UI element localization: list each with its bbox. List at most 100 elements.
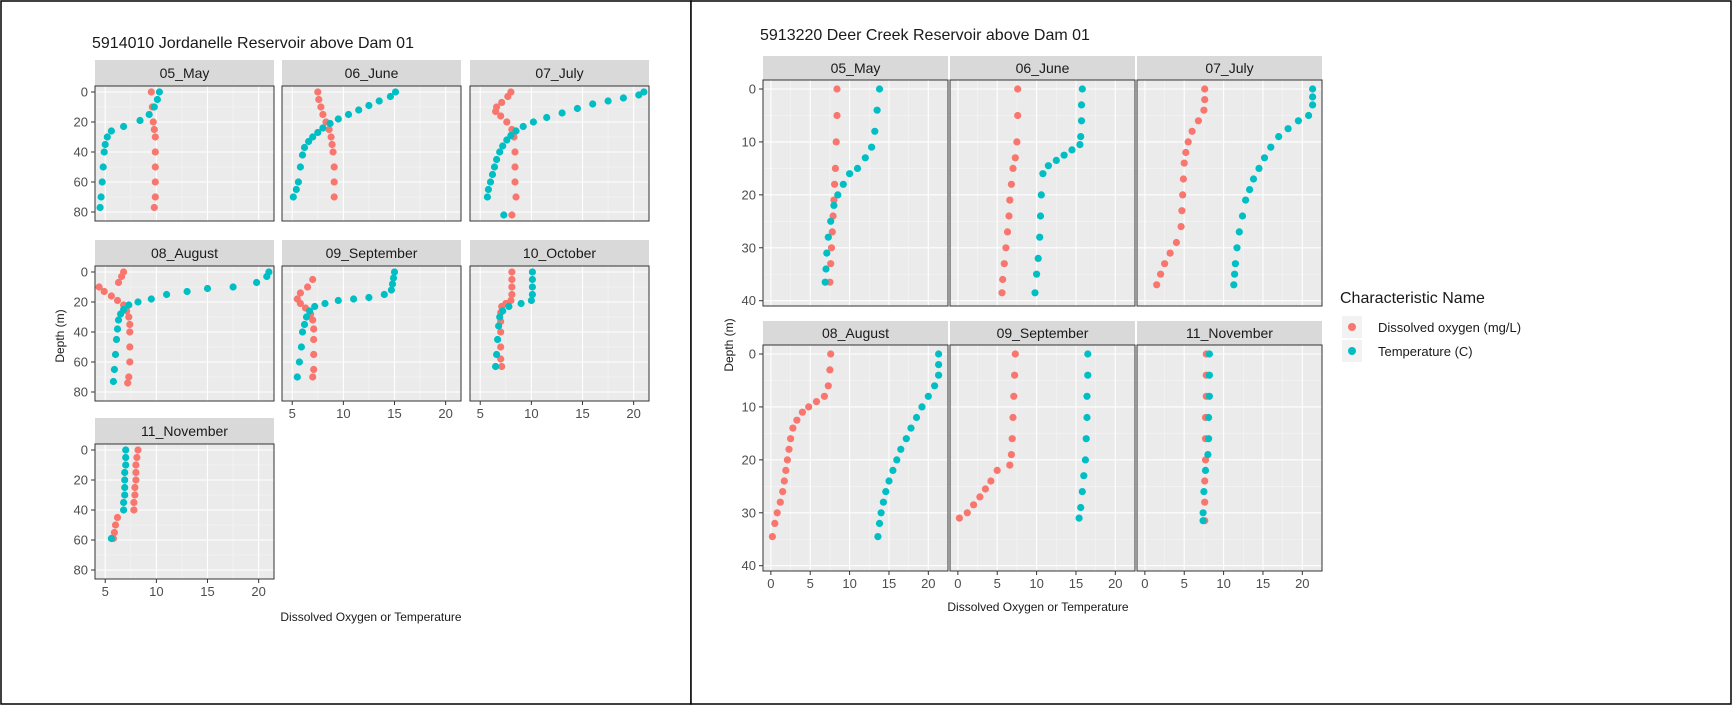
data-point (305, 137, 313, 146)
data-point (132, 461, 140, 469)
data-point (147, 295, 155, 303)
data-point (783, 456, 792, 464)
data-point (131, 491, 139, 499)
data-point (1036, 212, 1045, 220)
series-dissolved-oxygen-mg-l (497, 268, 516, 371)
x-tick-label: 5 (289, 406, 296, 421)
data-point (500, 211, 508, 219)
data-point (981, 485, 990, 493)
data-point (229, 283, 237, 291)
facet-strip (950, 56, 1135, 80)
data-point (95, 283, 103, 291)
data-point (493, 155, 501, 164)
data-point (492, 362, 500, 371)
x-tick-label: 10 (1029, 576, 1043, 591)
data-point (528, 275, 537, 284)
data-point (133, 453, 141, 462)
panel-10-october: 10_October 5 10 15 20 (469, 240, 650, 421)
series-dissolved-oxygen-mg-l (1153, 85, 1209, 289)
data-point (149, 118, 157, 126)
data-point (1309, 101, 1317, 109)
data-point (153, 95, 161, 104)
panel-11-november: 11_November 0 5 10 15 20 (1136, 321, 1323, 591)
x-tick-label: 0 (1141, 576, 1148, 591)
data-point (780, 477, 788, 485)
series-dissolved-oxygen-mg-l (768, 350, 835, 541)
data-point (145, 110, 153, 119)
data-point (1201, 96, 1209, 104)
data-point (1078, 488, 1086, 496)
data-point (155, 88, 163, 96)
data-point (1294, 117, 1302, 125)
data-point (99, 163, 107, 171)
data-point (1201, 477, 1209, 485)
panel-background (95, 266, 274, 401)
data-point (846, 170, 854, 178)
data-point (132, 476, 140, 484)
data-point (820, 392, 829, 400)
data-point (1075, 514, 1083, 522)
data-point (512, 193, 520, 201)
data-point (1182, 148, 1190, 157)
data-point (1033, 270, 1041, 278)
data-point (773, 509, 781, 517)
data-point (558, 109, 566, 117)
data-point (785, 445, 793, 453)
data-point (882, 488, 890, 496)
data-point (529, 118, 538, 126)
data-point (873, 106, 881, 114)
data-point (122, 453, 130, 462)
data-point (150, 125, 158, 134)
y-tick-label: 60 (74, 175, 88, 190)
data-point (499, 142, 507, 150)
data-point (1014, 85, 1022, 93)
data-point (112, 335, 121, 344)
series-temperature-c (821, 85, 884, 286)
data-point (311, 302, 319, 311)
data-point (1039, 170, 1047, 178)
data-point (1255, 164, 1263, 172)
data-point (100, 148, 108, 156)
panel-border (469, 85, 650, 222)
panel-background (763, 345, 948, 571)
y-tick-label: 80 (74, 385, 88, 400)
x-tick-label: 20 (1108, 576, 1122, 591)
y-tick-label: 20 (74, 295, 88, 310)
y-tick-label: 60 (74, 355, 88, 370)
y-tick-label: 80 (74, 205, 88, 220)
data-point (390, 268, 399, 276)
facet-strip (950, 321, 1135, 345)
x-tick-label: 20 (921, 576, 935, 591)
panel-border (281, 85, 462, 222)
data-point (289, 193, 297, 201)
y-axis-title: Depth (m) (53, 309, 67, 362)
data-point (782, 466, 790, 474)
data-point (827, 350, 835, 358)
y-tick-label: 0 (749, 346, 756, 361)
facet-strip (1137, 56, 1322, 80)
data-point (998, 289, 1006, 297)
legend-label-temperature: Temperature (C) (1378, 344, 1473, 359)
x-tick-label: 5 (807, 576, 814, 591)
data-point (130, 498, 138, 507)
data-point (498, 362, 506, 371)
series-temperature-c (874, 350, 943, 541)
data-point (147, 88, 155, 96)
data-point (787, 435, 795, 443)
data-point (490, 163, 499, 171)
data-point (1201, 85, 1209, 93)
panel-09-september: 09_September 0 5 10 15 20 (949, 321, 1136, 591)
data-point (314, 88, 322, 96)
y-tick-label: 40 (74, 503, 88, 518)
data-point (519, 122, 527, 131)
panel-border (469, 265, 650, 402)
data-point (1083, 392, 1091, 400)
facet-strip (1137, 321, 1322, 345)
data-point (1267, 143, 1275, 151)
data-point (1177, 223, 1185, 231)
x-tick-label: 15 (387, 406, 401, 421)
data-point (505, 302, 513, 311)
data-point (126, 328, 134, 336)
data-point (1077, 503, 1085, 512)
data-point (821, 278, 829, 286)
